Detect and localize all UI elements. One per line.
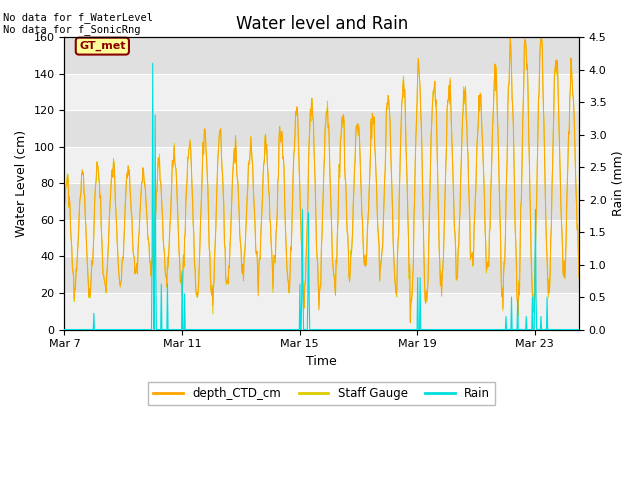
Bar <box>65 256 579 293</box>
Y-axis label: Water Level (cm): Water Level (cm) <box>15 130 28 237</box>
Title: Water level and Rain: Water level and Rain <box>236 15 408 33</box>
Bar <box>65 37 579 74</box>
Bar <box>65 147 579 183</box>
Legend: depth_CTD_cm, Staff Gauge, Rain: depth_CTD_cm, Staff Gauge, Rain <box>148 382 495 405</box>
Bar <box>65 110 579 147</box>
Bar <box>65 220 579 256</box>
Bar <box>65 183 579 220</box>
Text: No data for f_WaterLevel
No data for f_SonicRng: No data for f_WaterLevel No data for f_S… <box>3 12 153 36</box>
Bar <box>65 293 579 329</box>
Bar <box>65 74 579 110</box>
Y-axis label: Rain (mm): Rain (mm) <box>612 151 625 216</box>
X-axis label: Time: Time <box>307 355 337 368</box>
Text: GT_met: GT_met <box>79 41 125 51</box>
